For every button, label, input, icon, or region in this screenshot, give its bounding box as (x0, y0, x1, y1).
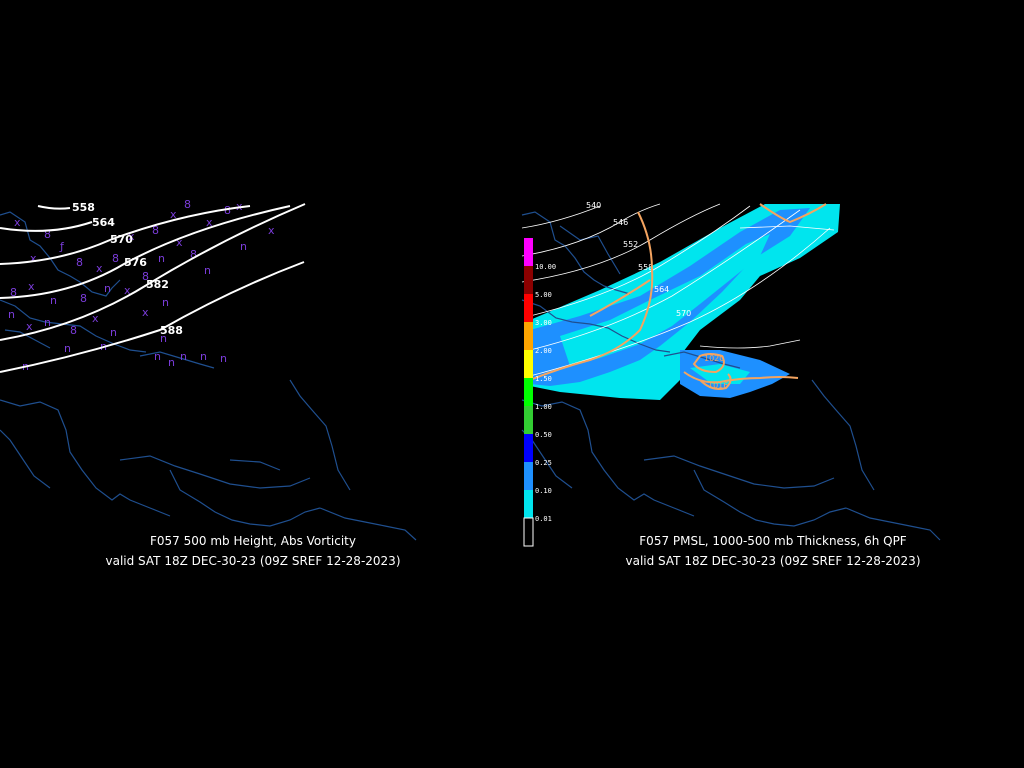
svg-text:x: x (176, 236, 183, 249)
label-546: 546 (613, 218, 628, 227)
height-labels: 558 564 570 576 582 588 (72, 201, 183, 337)
svg-text:n: n (110, 326, 117, 339)
svg-text:x: x (30, 252, 37, 265)
contour-558 (37, 205, 71, 210)
legend-value: 0.01 (535, 515, 552, 523)
legend-swatch (524, 294, 533, 322)
label-570: 570 (110, 233, 133, 246)
svg-text:n: n (158, 252, 165, 265)
svg-text:x: x (268, 224, 275, 237)
label-588: 588 (160, 324, 183, 337)
label-1020: 1020 (704, 354, 724, 363)
pressure-labels: 1020 1016 (704, 354, 728, 390)
svg-text:n: n (204, 264, 211, 277)
legend-swatch (524, 462, 533, 490)
svg-text:8: 8 (224, 204, 231, 217)
legend-swatch (524, 350, 533, 378)
svg-text:n: n (8, 308, 15, 321)
legend-swatch (524, 490, 533, 518)
label-1016: 1016 (708, 381, 728, 390)
svg-text:8: 8 (80, 292, 87, 305)
label-582: 582 (146, 278, 169, 291)
right-coastlines (521, 211, 941, 541)
legend-value: 0.10 (535, 487, 552, 495)
label-558: 558 (72, 201, 95, 214)
svg-text:8: 8 (184, 198, 191, 211)
right-caption-valid: valid SAT 18Z DEC-30-23 (09Z SREF 12-28-… (625, 554, 921, 568)
svg-text:n: n (64, 342, 71, 355)
qpf-shading (530, 204, 840, 400)
svg-text:8: 8 (10, 286, 17, 299)
svg-text:x: x (206, 216, 213, 229)
legend-swatch (524, 378, 533, 406)
svg-text:n: n (160, 332, 167, 345)
svg-text:ƒ: ƒ (59, 240, 65, 253)
legend-swatch (524, 238, 533, 266)
legend-value: 10.00 (535, 263, 556, 271)
svg-text:x: x (96, 262, 103, 275)
svg-text:n: n (168, 356, 175, 369)
label-564: 564 (654, 285, 669, 294)
legend-value: 0.25 (535, 459, 552, 467)
left-coastlines (0, 211, 417, 541)
contour-582 (0, 203, 306, 341)
svg-text:n: n (104, 282, 111, 295)
contour-588 (0, 261, 305, 373)
legend-swatch (524, 434, 533, 462)
svg-text:n: n (240, 240, 247, 253)
svg-text:x: x (26, 320, 33, 333)
svg-text:n: n (162, 296, 169, 309)
svg-text:n: n (180, 350, 187, 363)
legend-value: 2.00 (535, 347, 552, 355)
svg-text:8: 8 (44, 228, 51, 241)
svg-text:n: n (50, 294, 57, 307)
legend-value: 1.00 (535, 403, 552, 411)
svg-text:x: x (14, 216, 21, 229)
svg-text:n: n (220, 352, 227, 365)
legend-swatch (524, 266, 533, 294)
svg-text:8: 8 (152, 224, 159, 237)
svg-text:x: x (124, 284, 131, 297)
svg-text:n: n (44, 316, 51, 329)
qpf-legend: 10.00 5.00 3.00 2.00 1.50 1.00 0.50 0.25 0.10 0.0… (523, 238, 556, 547)
right-caption-title: F057 PMSL, 1000-500 mb Thickness, 6h QPF (639, 534, 907, 548)
svg-text:8: 8 (142, 270, 149, 283)
left-caption-title: F057 500 mb Height, Abs Vorticity (150, 534, 356, 548)
svg-text:x: x (28, 280, 35, 293)
svg-text:8: 8 (76, 256, 83, 269)
pressure-contours (529, 203, 827, 390)
contour-564 (0, 221, 93, 232)
legend-value: 1.50 (535, 375, 552, 383)
left-caption-valid: valid SAT 18Z DEC-30-23 (09Z SREF 12-28-… (105, 554, 401, 568)
svg-text:x: x (142, 306, 149, 319)
label-558: 558 (638, 263, 653, 272)
svg-text:n: n (200, 350, 207, 363)
legend-value: 3.00 (535, 319, 552, 327)
contour-570 (0, 205, 251, 265)
legend-value: 0.50 (535, 431, 552, 439)
label-576: 576 (124, 256, 147, 269)
height-contours (0, 203, 306, 373)
legend-swatch (523, 517, 534, 547)
svg-text:x: x (92, 312, 99, 325)
label-540: 540 (586, 201, 601, 210)
thickness-contours (521, 203, 835, 377)
contour-576 (0, 205, 291, 299)
svg-text:8: 8 (190, 248, 197, 261)
label-552: 552 (623, 240, 638, 249)
label-570: 570 (676, 309, 691, 318)
legend-swatch (524, 322, 533, 350)
svg-text:n: n (154, 350, 161, 363)
legend-swatch (524, 406, 533, 434)
svg-text:x: x (170, 208, 177, 221)
svg-text:x: x (128, 230, 135, 243)
svg-text:8: 8 (112, 252, 119, 265)
label-564: 564 (92, 216, 115, 229)
svg-text:8: 8 (70, 324, 77, 337)
legend-value: 5.00 (535, 291, 552, 299)
thickness-labels: 540 546 552 558 564 570 (586, 201, 691, 318)
